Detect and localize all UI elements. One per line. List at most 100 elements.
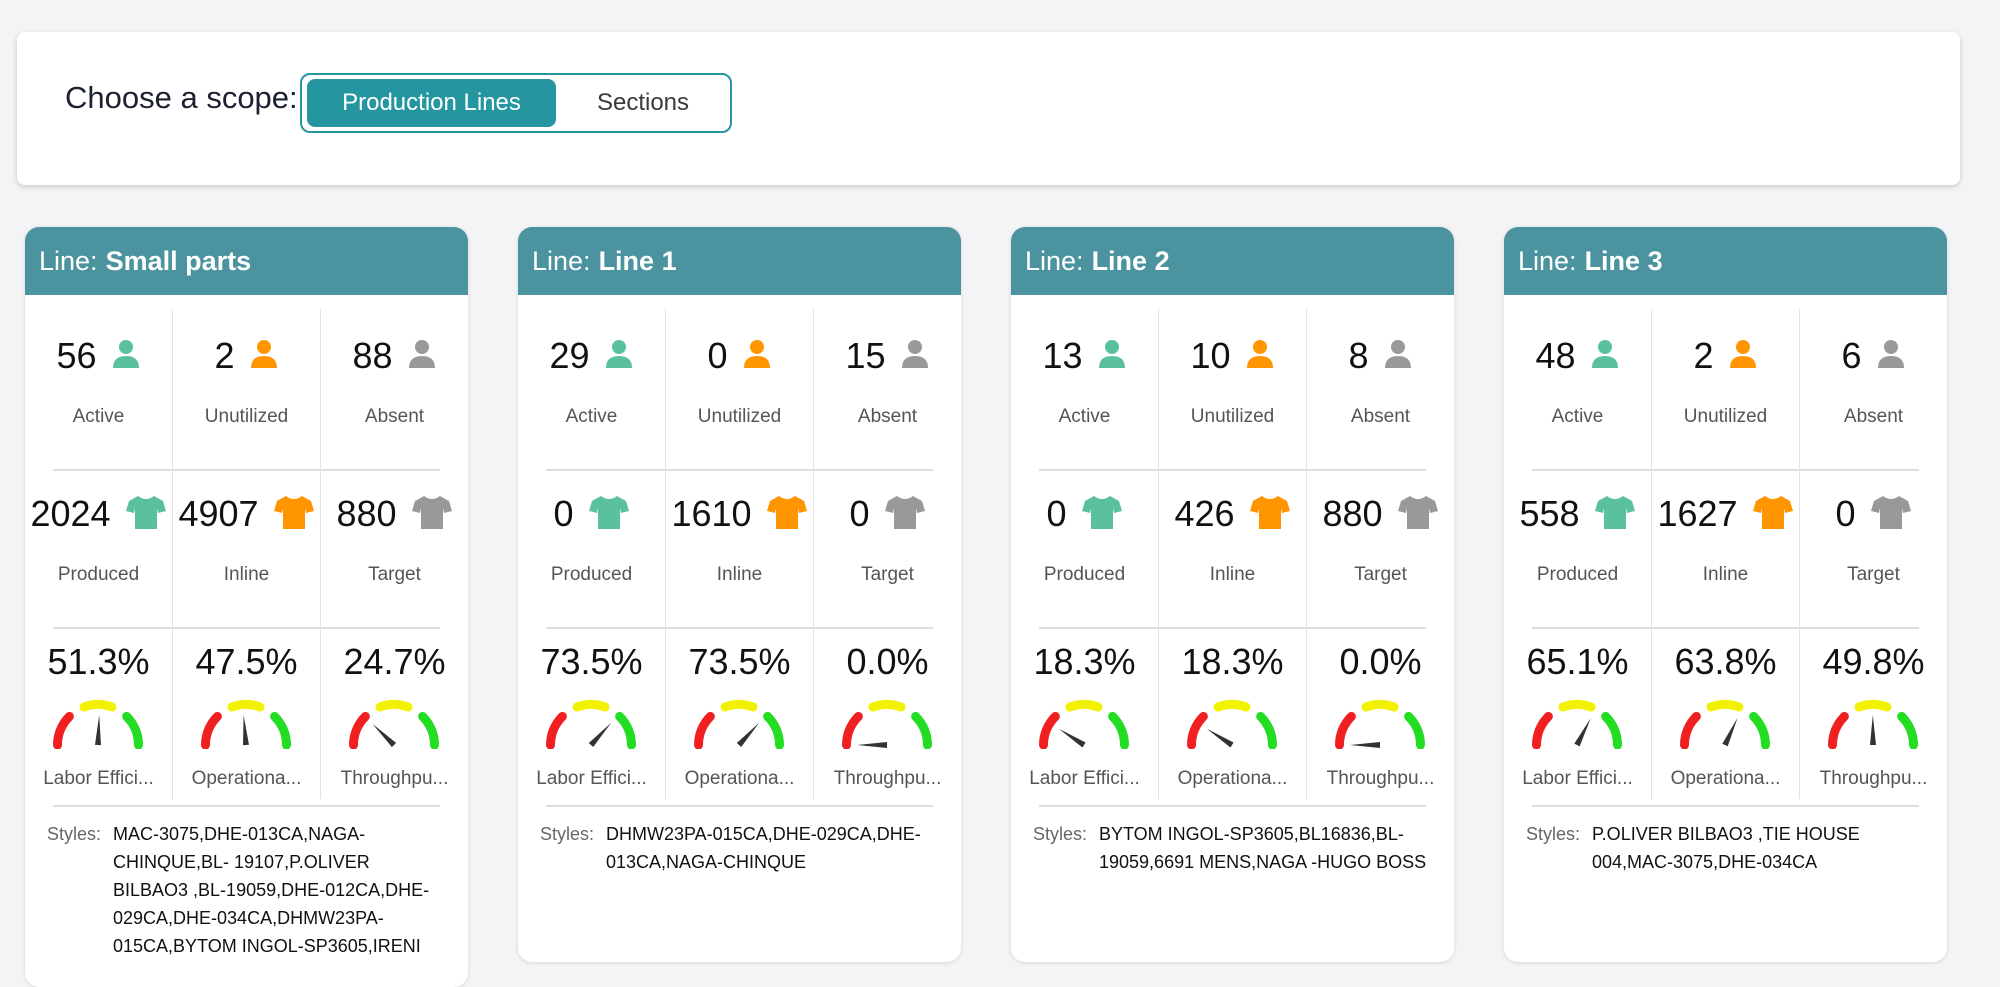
- shirt-inline-icon: [766, 494, 808, 535]
- unutilized-label: Unutilized: [1683, 406, 1768, 427]
- production-row: 558 Produced 1627 Inline 0 Target: [1504, 467, 1947, 641]
- throughput-percent: 0.0%: [846, 641, 929, 682]
- kpi-labor-efficiency: 51.3% Labor Effici...: [25, 625, 172, 799]
- stat-inline: 426 Inline: [1159, 467, 1306, 641]
- gauge-needle: [1058, 728, 1086, 748]
- kpi-labor-efficiency: 65.1% Labor Effici...: [1504, 625, 1651, 799]
- styles-value: P.OLIVER BILBAO3 ,TIE HOUSE 004,MAC-3075…: [1592, 824, 1860, 872]
- scope-option-sections[interactable]: Sections: [596, 89, 690, 116]
- person-unutilized-icon: [1245, 338, 1275, 375]
- produced-count: 0: [553, 493, 574, 534]
- gauge-green-arc: [1897, 711, 1918, 749]
- shirt-target-icon: [411, 494, 453, 535]
- active-label: Active: [1058, 406, 1111, 427]
- active-label: Active: [1551, 406, 1604, 427]
- operational-label: Operationa...: [1177, 768, 1288, 789]
- stat-produced: 0 Produced: [1011, 467, 1158, 641]
- person-absent-icon: [900, 338, 930, 375]
- gauge-chart: [1680, 700, 1770, 749]
- active-count: 13: [1042, 335, 1083, 376]
- gauge-chart: [1828, 700, 1918, 749]
- scope-option-production-lines[interactable]: Production Lines: [307, 79, 556, 127]
- line-name: Line 1: [598, 245, 677, 276]
- gauge-green-arc: [763, 711, 784, 749]
- labor-efficiency-percent: 51.3%: [47, 641, 150, 682]
- unutilized-label: Unutilized: [1190, 406, 1275, 427]
- styles-list: Styles: P.OLIVER BILBAO3 ,TIE HOUSE 004,M…: [1526, 820, 1925, 876]
- stat-inline: 1627 Inline: [1652, 467, 1799, 641]
- active-count: 56: [56, 335, 97, 376]
- styles-value: MAC-3075,DHE-013CA,NAGA-CHINQUE,BL- 1910…: [113, 824, 430, 956]
- stat-absent: 15 Absent: [814, 309, 961, 483]
- line-prefix: Line:: [532, 245, 591, 276]
- operational-label: Operationa...: [1670, 768, 1781, 789]
- shirt-target-icon: [1870, 494, 1912, 535]
- stat-absent: 6 Absent: [1800, 309, 1947, 483]
- workforce-row: 48 Active 2 Unutilized 6 Absent: [1504, 309, 1947, 483]
- labor-efficiency-label: Labor Effici...: [1029, 768, 1140, 789]
- stat-target: 0 Target: [814, 467, 961, 641]
- kpi-row: 73.5% Labor Effici... 73.5% Operationa... 0.…: [518, 625, 961, 799]
- gauge-chart: [1039, 700, 1129, 749]
- shirt-target-icon: [1397, 494, 1439, 535]
- stat-absent: 8 Absent: [1307, 309, 1454, 483]
- gauge-yellow-arc: [1706, 700, 1744, 712]
- person-absent-icon: [407, 338, 437, 375]
- shirt-produced-icon: [1594, 494, 1636, 535]
- gauge-yellow-arc: [1213, 700, 1251, 712]
- gauge-yellow-arc: [79, 700, 117, 712]
- operational-label: Operationa...: [684, 768, 795, 789]
- stat-inline: 4907 Inline: [173, 467, 320, 641]
- gauge-chart: [1335, 700, 1425, 749]
- person-active-icon: [111, 338, 141, 375]
- gauge-yellow-arc: [1065, 700, 1103, 712]
- line-header: Line: Line 3: [1504, 227, 1947, 295]
- line-name: Line 3: [1584, 245, 1663, 276]
- stat-target: 880 Target: [321, 467, 468, 641]
- kpi-row: 65.1% Labor Effici... 63.8% Operationa... 49…: [1504, 625, 1947, 799]
- gauge-chart: [546, 700, 636, 749]
- gauge-needle: [1206, 728, 1234, 748]
- kpi-labor-efficiency: 73.5% Labor Effici...: [518, 625, 665, 799]
- target-count: 880: [336, 493, 397, 534]
- styles-label: Styles:: [540, 824, 595, 844]
- labor-efficiency-percent: 73.5%: [540, 641, 643, 682]
- active-count: 48: [1535, 335, 1576, 376]
- gauge-green-arc: [418, 711, 439, 749]
- unutilized-count: 0: [707, 335, 728, 376]
- unutilized-label: Unutilized: [204, 406, 289, 427]
- absent-label: Absent: [857, 406, 918, 427]
- stat-unutilized: 0 Unutilized: [666, 309, 813, 483]
- kpi-throughput: 49.8% Throughpu...: [1800, 625, 1947, 799]
- throughput-label: Throughpu...: [833, 768, 942, 789]
- shirt-inline-icon: [273, 494, 315, 535]
- inline-label: Inline: [223, 564, 270, 585]
- gauge-red-arc: [1335, 711, 1356, 749]
- target-count: 0: [1835, 493, 1856, 534]
- produced-label: Produced: [1536, 564, 1619, 585]
- stat-target: 0 Target: [1800, 467, 1947, 641]
- person-unutilized-icon: [742, 338, 772, 375]
- stat-active: 13 Active: [1011, 309, 1158, 483]
- gauge-green-arc: [270, 711, 291, 749]
- gauge-needle: [1870, 715, 1876, 745]
- gauge-needle: [372, 724, 397, 748]
- produced-label: Produced: [550, 564, 633, 585]
- target-label: Target: [1354, 564, 1407, 585]
- shirt-target-icon: [884, 494, 926, 535]
- gauge-red-arc: [1187, 711, 1208, 749]
- absent-count: 8: [1348, 335, 1369, 376]
- line-name: Small parts: [105, 245, 252, 276]
- target-count: 880: [1322, 493, 1383, 534]
- gauge-green-arc: [1404, 711, 1425, 749]
- produced-count: 558: [1519, 493, 1580, 534]
- styles-list: Styles: DHMW23PA-015CA,DHE-029CA,DHE-013C…: [540, 820, 939, 876]
- gauge-red-arc: [53, 711, 74, 749]
- stat-produced: 0 Produced: [518, 467, 665, 641]
- gauge-needle: [95, 715, 101, 746]
- target-label: Target: [861, 564, 914, 585]
- gauge-red-arc: [1828, 711, 1849, 749]
- workforce-row: 29 Active 0 Unutilized 15 Absent: [518, 309, 961, 483]
- person-active-icon: [1590, 338, 1620, 375]
- gauge-yellow-arc: [227, 700, 265, 712]
